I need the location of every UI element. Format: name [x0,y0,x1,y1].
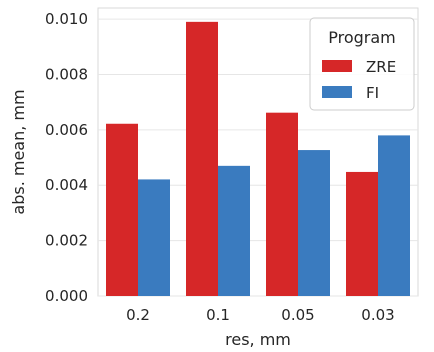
x-tick-label: 0.03 [361,306,394,324]
x-axis: 0.2 0.1 0.05 0.03 [126,306,395,324]
y-tick-label: 0.010 [45,10,88,28]
bar-fi-0.2 [138,179,170,296]
bar-zre-0.1 [186,21,218,296]
bar-zre-0.05 [266,112,298,296]
y-tick-label: 0.008 [45,65,88,83]
x-tick-label: 0.05 [281,306,314,324]
legend-label-zre: ZRE [366,58,396,76]
y-tick-label: 0.004 [45,176,88,194]
bar-zre-0.03 [346,171,378,296]
x-tick-label: 0.1 [206,306,230,324]
y-axis: 0.000 0.002 0.004 0.006 0.008 0.010 [45,10,88,305]
y-axis-label: abs. mean, mm [9,89,28,214]
bar-fi-0.03 [378,135,410,296]
y-tick-label: 0.000 [45,287,88,305]
bars [106,21,410,296]
x-tick-label: 0.2 [126,306,150,324]
y-tick-label: 0.002 [45,232,88,250]
bar-fi-0.1 [218,165,250,296]
x-axis-label: res, mm [225,330,291,349]
legend-swatch-zre [322,60,352,72]
legend-swatch-fi [322,86,352,98]
y-tick-label: 0.006 [45,121,88,139]
legend-title: Program [328,28,396,47]
bar-zre-0.2 [106,123,138,296]
legend: Program ZRE FI [309,17,415,111]
legend-label-fi: FI [366,84,379,102]
bar-fi-0.05 [298,150,330,296]
